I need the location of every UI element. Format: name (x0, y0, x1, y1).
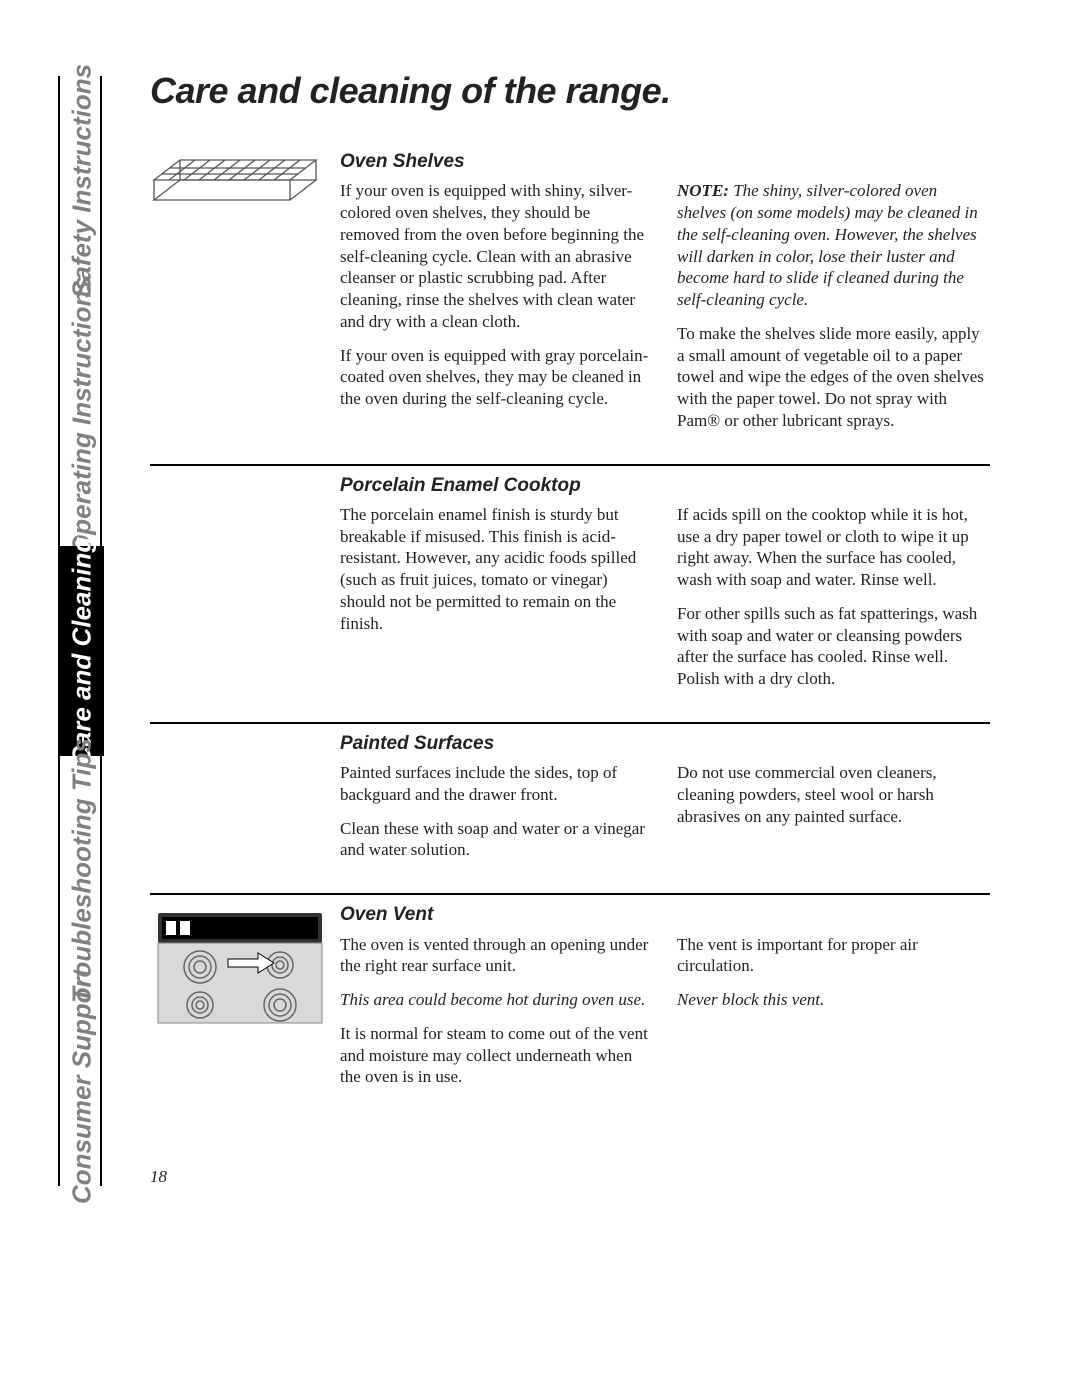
body-text: Painted surfaces include the sides, top … (340, 762, 653, 806)
shelves-left-col: Oven Shelves If your oven is equipped wi… (340, 150, 653, 444)
section-oven-shelves: Oven Shelves If your oven is equipped wi… (150, 142, 990, 464)
note-body: The shiny, silver-colored oven shelves (… (677, 181, 978, 309)
section-painted: Painted Surfaces Painted surfaces includ… (150, 724, 990, 893)
cooktop-right-col: . If acids spill on the cooktop while it… (677, 474, 990, 702)
painted-heading: Painted Surfaces (340, 732, 653, 756)
vent-right-col: . The vent is important for proper air c… (677, 903, 990, 1100)
italic-text: This area could become hot during oven u… (340, 989, 653, 1011)
note-text: NOTE: The shiny, silver-colored oven she… (677, 180, 990, 311)
tab-safety: Safety Instructions (60, 76, 104, 286)
body-text: The oven is vented through an opening un… (340, 934, 653, 978)
body-text: Do not use commercial oven cleaners, cle… (677, 762, 990, 827)
page-number: 18 (150, 1167, 167, 1187)
body-text: The porcelain enamel finish is sturdy bu… (340, 504, 653, 635)
body-text: To make the shelves slide more easily, a… (677, 323, 990, 432)
body-text: If your oven is equipped with shiny, sil… (340, 180, 653, 332)
shelves-right-col: . NOTE: The shiny, silver-colored oven s… (677, 150, 990, 444)
tab-operating: Operating Instructions (60, 286, 104, 546)
section-vent: Oven Vent The oven is vented through an … (150, 895, 990, 1120)
painted-left-col: Painted Surfaces Painted surfaces includ… (340, 732, 653, 873)
tab-troubleshooting: Troubleshooting Tips (60, 756, 104, 986)
italic-text: Never block this vent. (677, 989, 990, 1011)
cooktop-heading: Porcelain Enamel Cooktop (340, 474, 653, 498)
sidebar-tabs: Safety Instructions Operating Instructio… (58, 76, 102, 1186)
cooktop-left-col: Porcelain Enamel Cooktop The porcelain e… (340, 474, 653, 702)
shelves-heading: Oven Shelves (340, 150, 653, 174)
body-text: If your oven is equipped with gray porce… (340, 345, 653, 410)
page-title: Care and cleaning of the range. (150, 70, 1020, 112)
body-text: Clean these with soap and water or a vin… (340, 818, 653, 862)
vent-heading: Oven Vent (340, 903, 653, 927)
body-text: For other spills such as fat spatterings… (677, 603, 990, 690)
content-area: Oven Shelves If your oven is equipped wi… (150, 142, 990, 1120)
body-text: The vent is important for proper air cir… (677, 934, 990, 978)
tab-consumer-support: Consumer Support (60, 986, 104, 1186)
manual-page: Safety Instructions Operating Instructio… (0, 0, 1080, 1397)
body-text: It is normal for steam to come out of th… (340, 1023, 653, 1088)
painted-right-col: . Do not use commercial oven cleaners, c… (677, 732, 990, 873)
note-lead: NOTE: (677, 181, 729, 200)
vent-illustration (150, 903, 340, 1100)
body-text: If acids spill on the cooktop while it i… (677, 504, 990, 591)
shelf-illustration (150, 150, 340, 444)
tab-care-cleaning: Care and Cleaning (60, 546, 104, 756)
vent-left-col: Oven Vent The oven is vented through an … (340, 903, 653, 1100)
section-cooktop: Porcelain Enamel Cooktop The porcelain e… (150, 466, 990, 722)
